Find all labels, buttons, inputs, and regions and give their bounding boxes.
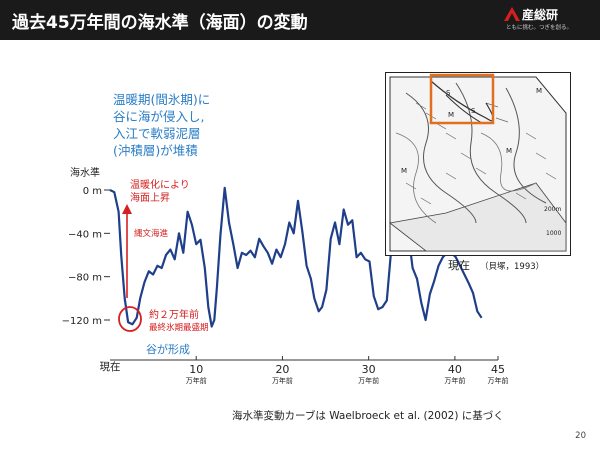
lgm-sub-label: 最終氷期最盛期 — [149, 322, 209, 333]
y-tick-label: −120 m — [62, 316, 102, 327]
header-bar: 過去45万年間の海水準（海面）の変動 産総研 ともに挑む。つぎを創る。 — [0, 0, 600, 40]
interglacial-note-line: 温暖期(間氷期)に — [113, 92, 211, 107]
slide-title: 過去45万年間の海水準（海面）の変動 — [12, 13, 308, 33]
highlight-box — [429, 73, 495, 125]
warming-label-line: 海面上昇 — [130, 191, 170, 204]
inset-label: S — [471, 107, 476, 115]
inset-label: 1000 — [546, 230, 561, 237]
inset-label: 200m — [544, 206, 561, 213]
x-tick-label: 10 — [189, 363, 203, 376]
x-tick-unit: 万年前 — [488, 376, 509, 385]
logo-tagline: ともに挑む。つぎを創る。 — [506, 25, 573, 31]
y-tick-label: 0 m — [83, 186, 102, 197]
aist-logo: 産総研 ともに挑む。つぎを創る。 — [502, 5, 592, 35]
warming-arrow-head — [122, 204, 132, 214]
logo-name: 産総研 — [522, 8, 559, 22]
y-axis-label: 海水準 — [70, 166, 100, 179]
y-tick-label: −40 m — [68, 229, 102, 240]
inset-caption-now: 現在 — [448, 259, 470, 272]
interglacial-note-line: 入江で軟弱泥層 — [113, 126, 201, 141]
inset-reference: （貝塚，1993） — [480, 262, 545, 272]
x-tick-unit: 万年前 — [444, 376, 465, 385]
topographic-map-drawing: M S M S M M 200m 1000 — [389, 73, 567, 252]
page-number: 20 — [575, 431, 586, 441]
interglacial-note-line: (沖積層)が堆積 — [113, 143, 198, 158]
inset-caption: 現在 （貝塚，1993） — [448, 257, 544, 273]
lgm-label: 約２万年前 — [149, 308, 199, 321]
interglacial-note-line: 谷に海が侵入し, — [113, 109, 205, 124]
x-origin-label: 現在 — [100, 361, 121, 373]
inset-label: M — [401, 167, 407, 175]
x-tick-label: 45 — [491, 363, 505, 376]
x-tick-unit: 万年前 — [272, 376, 293, 385]
x-tick-label: 20 — [275, 363, 289, 376]
jomon-label: 縄文海進 — [134, 228, 169, 239]
inset-label: M — [506, 147, 512, 155]
inset-label: M — [536, 87, 542, 95]
source-note: 海水準変動カーブは Waelbroeck et al. (2002) に基づく — [232, 410, 504, 422]
y-tick-label: −80 m — [68, 273, 102, 284]
x-tick-unit: 万年前 — [358, 376, 379, 385]
x-tick-unit: 万年前 — [186, 376, 207, 385]
topographic-inset: M S M S M M 200m 1000 — [385, 72, 571, 256]
interglacial-note: 温暖期(間氷期)に 谷に海が侵入し, 入江で軟弱泥層 (沖積層)が堆積 — [113, 91, 243, 159]
inset-label: S — [446, 89, 451, 97]
x-tick-label: 30 — [362, 363, 376, 376]
valley-label: 谷が形成 — [146, 342, 190, 356]
sea-level-curve — [109, 186, 483, 328]
warming-label-line: 温暖化により — [130, 178, 190, 191]
x-tick-label: 40 — [448, 363, 462, 376]
inset-label: M — [448, 111, 454, 119]
aist-logo-icon — [504, 7, 520, 21]
lgm-circle — [118, 306, 142, 332]
